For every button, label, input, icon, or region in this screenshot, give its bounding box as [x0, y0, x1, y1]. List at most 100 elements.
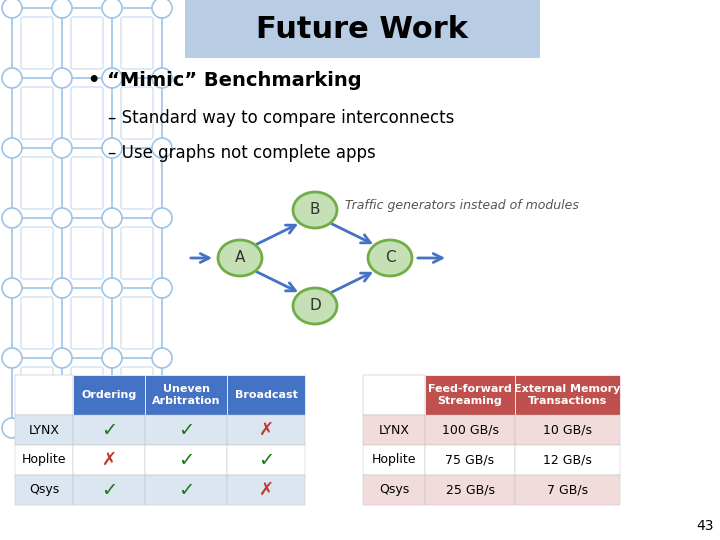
Text: ✓: ✓	[178, 421, 194, 440]
Text: LYNX: LYNX	[379, 423, 410, 436]
Text: Qsys: Qsys	[379, 483, 409, 496]
Circle shape	[2, 0, 22, 18]
Circle shape	[2, 348, 22, 368]
FancyBboxPatch shape	[21, 367, 53, 419]
Bar	[515, 445, 620, 475]
Text: 25 GB/s: 25 GB/s	[446, 483, 495, 496]
Circle shape	[52, 348, 72, 368]
FancyBboxPatch shape	[121, 367, 153, 419]
Bar	[363, 375, 425, 415]
Circle shape	[152, 138, 172, 158]
Bar	[15, 415, 73, 445]
Bar	[73, 375, 145, 415]
Bar	[227, 475, 305, 505]
FancyBboxPatch shape	[71, 367, 103, 419]
Circle shape	[52, 278, 72, 298]
FancyBboxPatch shape	[21, 227, 53, 279]
Bar	[363, 415, 425, 445]
Circle shape	[102, 418, 122, 438]
Ellipse shape	[293, 192, 337, 228]
Text: ✓: ✓	[178, 450, 194, 469]
Text: Hoplite: Hoplite	[372, 454, 416, 467]
Bar	[145, 415, 227, 445]
Circle shape	[2, 68, 22, 88]
Circle shape	[52, 418, 72, 438]
FancyBboxPatch shape	[71, 227, 103, 279]
Bar	[227, 375, 305, 415]
Text: ✗: ✗	[102, 451, 117, 469]
Circle shape	[2, 208, 22, 228]
Circle shape	[2, 418, 22, 438]
Text: B: B	[310, 202, 320, 218]
Bar	[73, 445, 145, 475]
Text: ✗: ✗	[258, 481, 274, 499]
Text: A: A	[235, 251, 246, 266]
Circle shape	[52, 68, 72, 88]
Text: 43: 43	[696, 519, 714, 533]
Text: 10 GB/s: 10 GB/s	[543, 423, 592, 436]
Text: Ordering: Ordering	[81, 390, 137, 400]
Bar	[515, 375, 620, 415]
Circle shape	[152, 278, 172, 298]
Text: Uneven
Arbitration: Uneven Arbitration	[152, 384, 220, 406]
Circle shape	[152, 348, 172, 368]
Circle shape	[2, 138, 22, 158]
Bar	[15, 445, 73, 475]
Text: – Standard way to compare interconnects: – Standard way to compare interconnects	[108, 109, 454, 127]
FancyBboxPatch shape	[71, 157, 103, 209]
Bar	[145, 375, 227, 415]
Bar	[425, 375, 515, 415]
Text: 7 GB/s: 7 GB/s	[547, 483, 588, 496]
Circle shape	[102, 208, 122, 228]
Text: ✓: ✓	[101, 421, 117, 440]
Text: ✓: ✓	[178, 481, 194, 500]
Text: ✗: ✗	[258, 421, 274, 439]
Bar	[227, 415, 305, 445]
Bar	[425, 475, 515, 505]
Circle shape	[152, 68, 172, 88]
Ellipse shape	[368, 240, 412, 276]
Bar	[15, 375, 73, 415]
Bar	[15, 475, 73, 505]
Bar	[515, 475, 620, 505]
FancyBboxPatch shape	[71, 297, 103, 349]
Bar	[145, 445, 227, 475]
Bar	[425, 415, 515, 445]
FancyBboxPatch shape	[21, 17, 53, 69]
FancyBboxPatch shape	[121, 17, 153, 69]
Bar	[363, 475, 425, 505]
Bar	[73, 475, 145, 505]
FancyBboxPatch shape	[71, 87, 103, 139]
Bar	[73, 415, 145, 445]
FancyBboxPatch shape	[121, 87, 153, 139]
Circle shape	[52, 0, 72, 18]
Text: Future Work: Future Work	[256, 16, 468, 44]
FancyBboxPatch shape	[121, 227, 153, 279]
FancyBboxPatch shape	[71, 17, 103, 69]
Text: 75 GB/s: 75 GB/s	[446, 454, 495, 467]
Bar	[185, 0, 540, 58]
FancyBboxPatch shape	[21, 157, 53, 209]
Bar	[363, 445, 425, 475]
Text: – Use graphs not complete apps: – Use graphs not complete apps	[108, 144, 376, 162]
Text: Qsys: Qsys	[29, 483, 59, 496]
Text: C: C	[384, 251, 395, 266]
Bar	[145, 475, 227, 505]
Text: • “Mimic” Benchmarking: • “Mimic” Benchmarking	[88, 71, 361, 90]
FancyBboxPatch shape	[121, 297, 153, 349]
Circle shape	[102, 68, 122, 88]
Circle shape	[52, 208, 72, 228]
Bar	[515, 415, 620, 445]
Text: 100 GB/s: 100 GB/s	[441, 423, 498, 436]
Text: 12 GB/s: 12 GB/s	[543, 454, 592, 467]
Text: Feed-forward
Streaming: Feed-forward Streaming	[428, 384, 512, 406]
Text: External Memory
Transactions: External Memory Transactions	[514, 384, 621, 406]
FancyBboxPatch shape	[121, 157, 153, 209]
Circle shape	[102, 0, 122, 18]
Circle shape	[152, 418, 172, 438]
Circle shape	[102, 348, 122, 368]
FancyBboxPatch shape	[21, 297, 53, 349]
Bar	[425, 445, 515, 475]
Text: Broadcast: Broadcast	[235, 390, 297, 400]
Circle shape	[52, 138, 72, 158]
